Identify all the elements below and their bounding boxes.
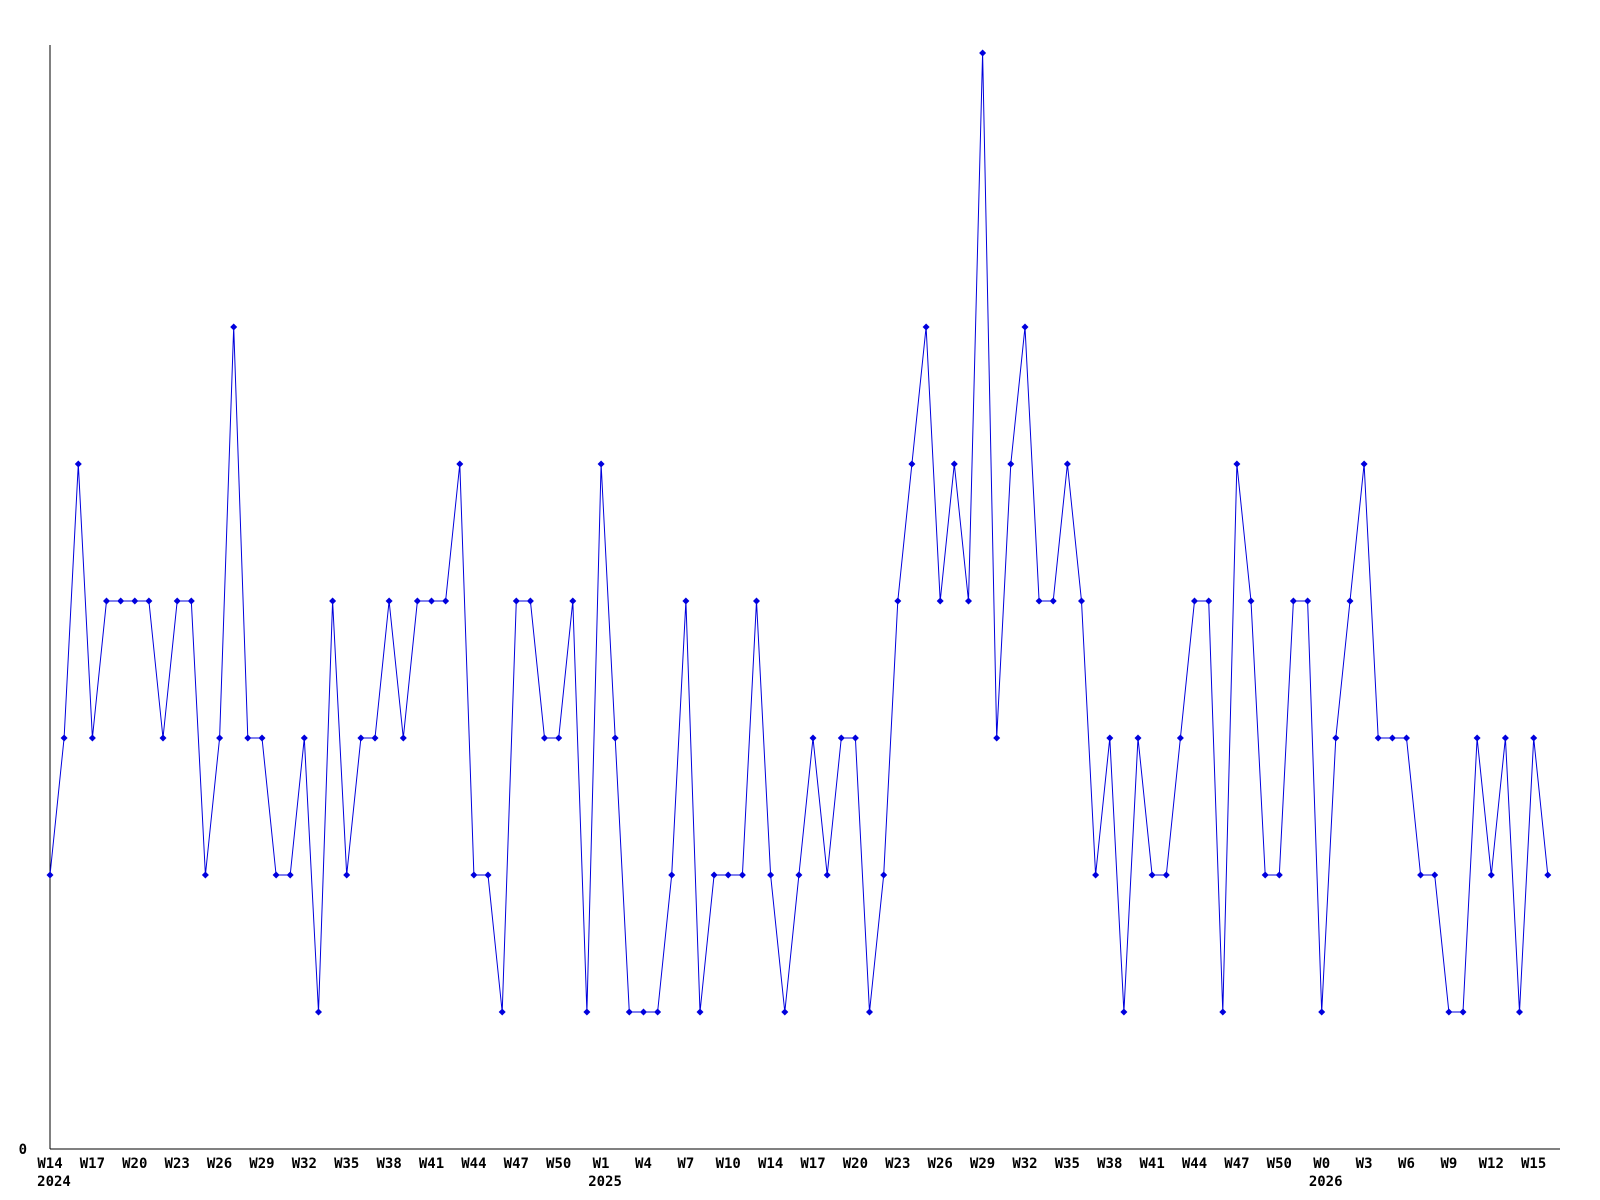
series-line-weekly-count (49, 52, 1549, 1013)
x-tick-label: W7 (677, 1156, 694, 1172)
x-tick-year-label: 2026 (1309, 1174, 1343, 1190)
x-tick-label: W35 (334, 1156, 359, 1172)
x-tick-label: W0 (1313, 1156, 1330, 1172)
x-tick-label: W26 (207, 1156, 232, 1172)
x-tick-label: W47 (504, 1156, 529, 1172)
x-tick-label: W9 (1440, 1156, 1457, 1172)
x-tick-label: W1 (593, 1156, 610, 1172)
x-tick-label: W50 (1267, 1156, 1292, 1172)
x-tick-label: W17 (800, 1156, 825, 1172)
x-tick-label: W50 (546, 1156, 571, 1172)
x-tick-label: W47 (1224, 1156, 1249, 1172)
x-tick-label: W38 (376, 1156, 401, 1172)
x-tick-label: W29 (249, 1156, 274, 1172)
x-tick-label: W38 (1097, 1156, 1122, 1172)
x-tick-label: W4 (635, 1156, 652, 1172)
x-tick-label: W12 (1479, 1156, 1504, 1172)
x-tick-label: W26 (928, 1156, 953, 1172)
x-tick-label: W20 (122, 1156, 147, 1172)
x-tick-year-label: 2025 (588, 1174, 622, 1190)
x-tick-label: W29 (970, 1156, 995, 1172)
x-tick-label: W14 (758, 1156, 783, 1172)
x-tick-label: W23 (165, 1156, 190, 1172)
x-tick-label: W10 (716, 1156, 741, 1172)
x-tick-label: W35 (1055, 1156, 1080, 1172)
x-tick-label: W17 (80, 1156, 105, 1172)
x-tick-label: W41 (419, 1156, 444, 1172)
x-tick-label: W14 (37, 1156, 62, 1172)
x-tick-label: W32 (1012, 1156, 1037, 1172)
y-zero-label: 0 (19, 1142, 27, 1158)
x-tick-label: W23 (885, 1156, 910, 1172)
x-tick-label: W15 (1521, 1156, 1546, 1172)
x-tick-label: W20 (843, 1156, 868, 1172)
x-tick-label: W6 (1398, 1156, 1415, 1172)
x-tick-label: W3 (1356, 1156, 1373, 1172)
x-tick-label: W44 (461, 1156, 486, 1172)
x-tick-year-label: 2024 (37, 1174, 71, 1190)
x-tick-label: W41 (1139, 1156, 1164, 1172)
x-tick-label: W32 (292, 1156, 317, 1172)
x-tick-label: W44 (1182, 1156, 1207, 1172)
